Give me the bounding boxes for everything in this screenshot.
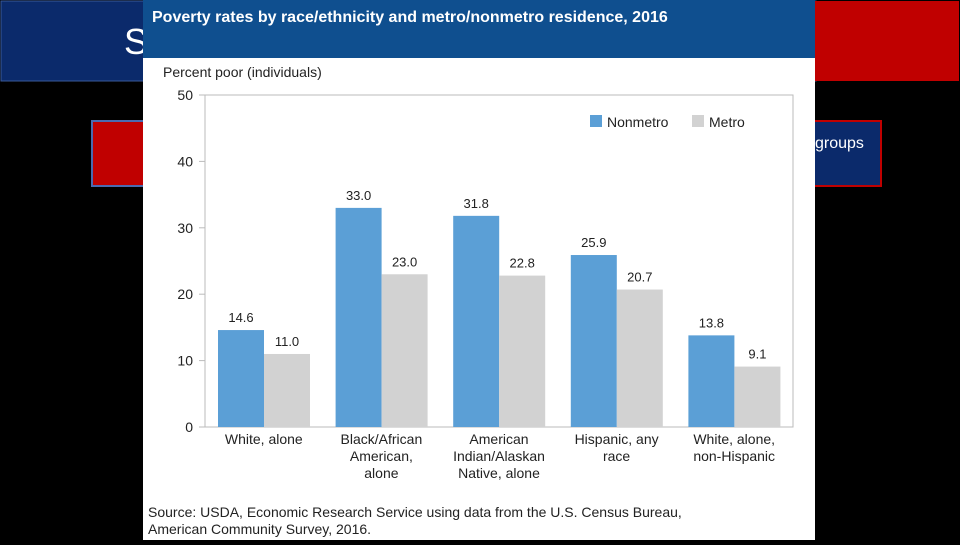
bar [453,215,500,427]
value-label: 13.8 [699,315,724,330]
legend-label: Nonmetro [607,114,669,130]
x-tick-label: American Indian/Alaskan Native, alone [453,431,545,481]
bar [381,274,428,427]
legend-label: Metro [709,114,745,130]
bar [218,330,264,427]
value-label: 25.9 [581,235,606,250]
legend-swatch [590,115,602,127]
bar [688,335,735,427]
x-tick-label: Black/African American, alone [341,431,423,481]
legend-swatch [692,115,704,127]
y-tick-label: 20 [177,286,193,302]
value-label: 20.7 [627,270,652,285]
bar [616,289,663,427]
bar [264,353,310,427]
x-tick-label: White, alone, non-Hispanic [693,431,775,464]
y-axis-label: Percent poor (individuals) [163,64,322,80]
value-label: 33.0 [346,188,371,203]
bar [335,207,382,427]
x-tick-label: Hispanic, any race [575,431,659,464]
y-tick-label: 30 [177,220,193,236]
x-tick-label: White, alone [225,431,303,447]
content-text: groups [815,135,864,152]
value-label: 11.0 [275,334,299,349]
source-note: Source: USDA, Economic Research Service … [148,504,682,537]
y-tick-label: 40 [177,153,193,169]
chart-title: Poverty rates by race/ethnicity and metr… [152,9,668,26]
value-label: 31.8 [464,196,489,211]
y-tick-label: 50 [177,87,193,103]
title-banner-accent [815,1,959,81]
chart-header [143,0,815,58]
value-label: 9.1 [748,347,766,362]
bar [734,366,781,427]
y-tick-label: 10 [177,353,193,369]
value-label: 23.0 [392,254,417,269]
bar [570,255,617,427]
value-label: 22.8 [510,256,535,271]
y-tick-label: 0 [185,419,193,435]
bar [499,275,546,427]
value-label: 14.6 [228,310,253,325]
